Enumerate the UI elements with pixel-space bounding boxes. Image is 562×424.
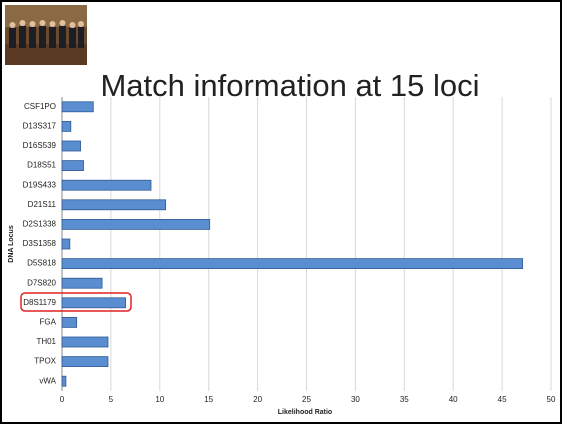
y-tick-label: D13S317 xyxy=(23,122,57,131)
bar xyxy=(61,121,72,132)
y-tick-label: D8S1179 xyxy=(23,298,56,307)
x-axis-title: Likelihood Ratio xyxy=(278,409,332,416)
y-tick-label: FGA xyxy=(40,318,57,327)
bar xyxy=(61,238,71,250)
x-tick-label: 10 xyxy=(155,395,164,404)
chart-title: Match information at 15 loci xyxy=(100,68,479,103)
x-tick-label: 0 xyxy=(60,395,65,404)
plot: 0 5 10 15 20 25 30 35 40 45 50 CSF1PO D13S317 D16S539… xyxy=(23,97,556,404)
y-tick-label: TH01 xyxy=(36,337,56,346)
y-tick-label: D18S51 xyxy=(27,161,56,170)
y-tick-label: vWA xyxy=(39,376,56,385)
y-tick-label: D7S820 xyxy=(27,278,56,287)
y-tick-label: D2S1338 xyxy=(23,220,57,229)
bar xyxy=(61,277,103,289)
highlight-box xyxy=(20,292,132,312)
x-tick-label: 25 xyxy=(302,395,311,404)
y-tick-label: D21S11 xyxy=(28,200,57,209)
bar xyxy=(61,258,524,270)
x-tick-label: 5 xyxy=(109,395,114,404)
y-tick-label: D16S539 xyxy=(23,141,57,150)
y-tick-label: D5S818 xyxy=(27,259,56,268)
bar xyxy=(61,297,126,309)
y-tick-label: D3S1358 xyxy=(23,239,57,248)
bar xyxy=(61,160,84,172)
bar xyxy=(61,356,109,368)
bar xyxy=(61,140,81,152)
photo xyxy=(5,5,87,65)
y-tick-label: TPOX xyxy=(34,357,56,366)
bar xyxy=(61,336,109,348)
bar xyxy=(61,316,78,328)
y-tick-label: CSF1PO xyxy=(24,102,56,111)
bar xyxy=(61,179,152,191)
bar xyxy=(61,375,67,387)
x-tick-label: 45 xyxy=(498,395,507,404)
x-tick-label: 35 xyxy=(400,395,409,404)
y-tick-label: D19S433 xyxy=(23,180,57,189)
x-tick-label: 20 xyxy=(253,395,262,404)
x-tick-label: 40 xyxy=(449,395,458,404)
x-tick-label: 30 xyxy=(351,395,360,404)
bar xyxy=(61,218,211,230)
x-tick-label: 50 xyxy=(547,395,556,404)
bar xyxy=(61,101,94,113)
bar xyxy=(61,199,167,211)
y-axis-title: DNA Locus xyxy=(8,225,15,263)
x-tick-label: 15 xyxy=(204,395,213,404)
